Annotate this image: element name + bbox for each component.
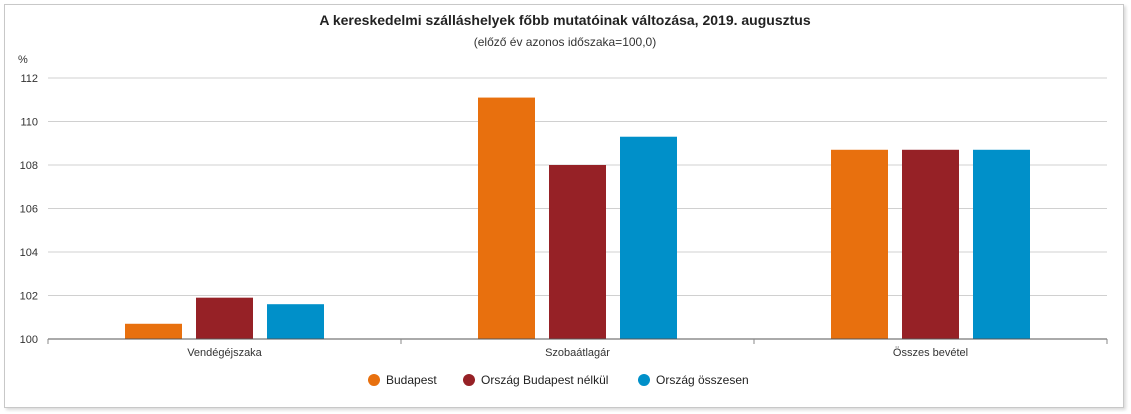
y-axis-ticks: 100 102 104 106 108 110 112 (20, 73, 38, 346)
bar-2-1[interactable] (196, 297, 253, 339)
x-category-label: Vendégéjszaka (187, 347, 262, 359)
bar-3-1[interactable] (267, 304, 324, 339)
y-tick-label: 110 (20, 117, 38, 129)
bar-1-2[interactable] (478, 97, 535, 339)
bar-2-2[interactable] (549, 165, 606, 339)
x-axis (47, 338, 1108, 344)
legend-label-1[interactable]: Budapest (386, 373, 437, 387)
y-tick-label: 106 (20, 204, 38, 216)
y-tick-label: 112 (20, 73, 38, 85)
legend-marker-2 (463, 374, 475, 386)
x-category-label: Szobaátlagár (545, 347, 610, 359)
bar-3-2[interactable] (620, 136, 677, 339)
y-tick-label: 104 (20, 247, 38, 259)
x-axis-labels: Vendégéjszaka Szobaátlagár Összes bevétel (187, 347, 968, 359)
legend-marker-1 (368, 374, 380, 386)
legend: Budapest Ország Budapest nélkül Ország öss… (368, 373, 749, 387)
chart-title: A kereskedelmi szálláshelyek főbb mutató… (319, 12, 810, 28)
legend-label-2[interactable]: Ország Budapest nélkül (481, 373, 608, 387)
y-tick-label: 108 (20, 160, 38, 172)
x-category-label: Összes bevétel (893, 347, 968, 359)
chart-subtitle: (előző év azonos időszaka=100,0) (474, 35, 656, 49)
bar-1-1[interactable] (125, 323, 182, 339)
y-tick-label: 100 (20, 334, 38, 346)
legend-label-3[interactable]: Ország összesen (656, 373, 749, 387)
y-axis-unit-label: % (18, 54, 28, 66)
bar-1-3[interactable] (831, 149, 888, 339)
bar-2-3[interactable] (902, 149, 959, 339)
bars (125, 97, 1030, 339)
y-tick-label: 102 (20, 291, 38, 303)
bar-3-3[interactable] (973, 149, 1030, 339)
legend-marker-3 (638, 374, 650, 386)
